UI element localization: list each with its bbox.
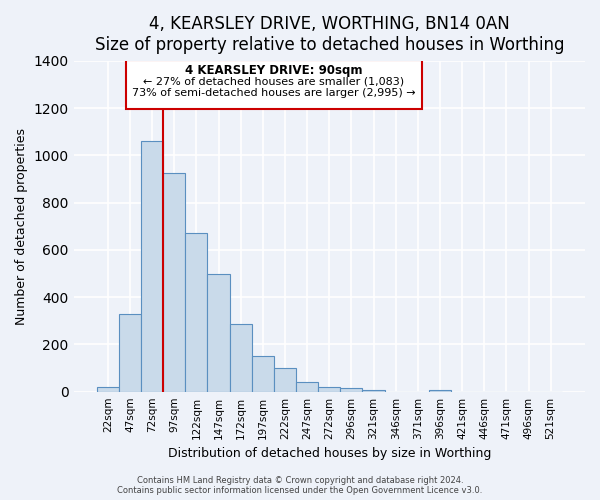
Text: 4 KEARSLEY DRIVE: 90sqm: 4 KEARSLEY DRIVE: 90sqm xyxy=(185,64,362,77)
Bar xyxy=(97,387,119,392)
Bar xyxy=(185,234,208,392)
Bar xyxy=(274,368,296,392)
Bar xyxy=(141,141,163,392)
Text: ← 27% of detached houses are smaller (1,083): ← 27% of detached houses are smaller (1,… xyxy=(143,76,404,86)
Y-axis label: Number of detached properties: Number of detached properties xyxy=(15,128,28,325)
Bar xyxy=(252,356,274,392)
Bar xyxy=(119,314,141,392)
Title: 4, KEARSLEY DRIVE, WORTHING, BN14 0AN
Size of property relative to detached hous: 4, KEARSLEY DRIVE, WORTHING, BN14 0AN Si… xyxy=(95,15,564,54)
X-axis label: Distribution of detached houses by size in Worthing: Distribution of detached houses by size … xyxy=(167,447,491,460)
Bar xyxy=(296,382,318,392)
Bar xyxy=(362,390,385,392)
Bar xyxy=(340,388,362,392)
Bar xyxy=(318,387,340,392)
Bar xyxy=(429,390,451,392)
Bar xyxy=(230,324,252,392)
Bar xyxy=(208,274,230,392)
Text: 73% of semi-detached houses are larger (2,995) →: 73% of semi-detached houses are larger (… xyxy=(132,88,416,98)
Text: Contains HM Land Registry data © Crown copyright and database right 2024.
Contai: Contains HM Land Registry data © Crown c… xyxy=(118,476,482,495)
FancyBboxPatch shape xyxy=(125,60,422,110)
Bar xyxy=(163,173,185,392)
